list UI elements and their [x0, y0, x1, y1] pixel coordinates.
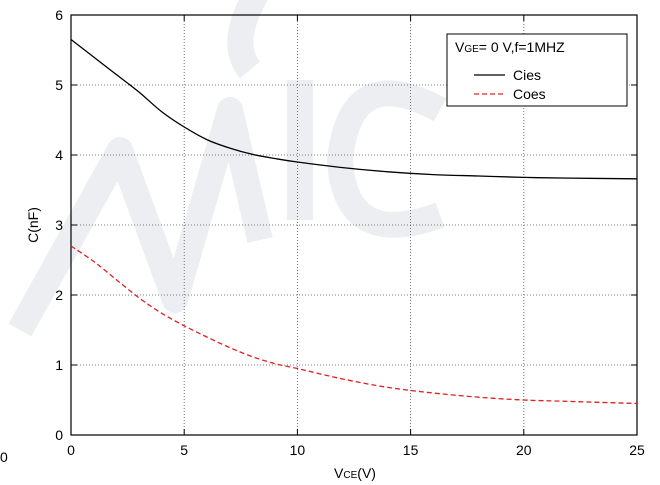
- y-tick-label: 1: [55, 357, 63, 373]
- watermark: [8, 0, 447, 337]
- y-axis-title: C(nF): [25, 207, 41, 243]
- x-tick-label: 15: [403, 442, 419, 458]
- x-tick-label: 0: [67, 442, 75, 458]
- x-tick-label: 20: [516, 442, 532, 458]
- legend-label-cies: Cies: [513, 67, 541, 83]
- x-axis-title: VCE(V): [334, 465, 376, 481]
- legend: VGE= 0 V,f=1MHZ Cies Coes: [446, 33, 628, 107]
- x-axis-ticks: 0 5 10 15 20 25: [67, 15, 645, 458]
- grid-lines: [71, 15, 637, 435]
- y-axis-ticks: 0 1 2 3 4 5 6: [55, 7, 637, 443]
- x-tick-label: 10: [290, 442, 306, 458]
- y-tick-label: 5: [55, 77, 63, 93]
- series-lines: [70, 38, 638, 405]
- y-tick-label: 0: [55, 427, 63, 443]
- series-line-cies: [70, 38, 638, 180]
- y-tick-label: 4: [55, 147, 63, 163]
- legend-label-coes: Coes: [513, 86, 546, 102]
- x-tick-label: 25: [629, 442, 645, 458]
- series-line-coes: [70, 245, 638, 405]
- stray-left-label: 0: [0, 449, 8, 465]
- legend-title: VGE= 0 V,f=1MHZ: [455, 39, 565, 55]
- x-tick-label: 5: [180, 442, 188, 458]
- y-tick-label: 2: [55, 287, 63, 303]
- y-tick-label: 6: [55, 7, 63, 23]
- y-tick-label: 3: [55, 217, 63, 233]
